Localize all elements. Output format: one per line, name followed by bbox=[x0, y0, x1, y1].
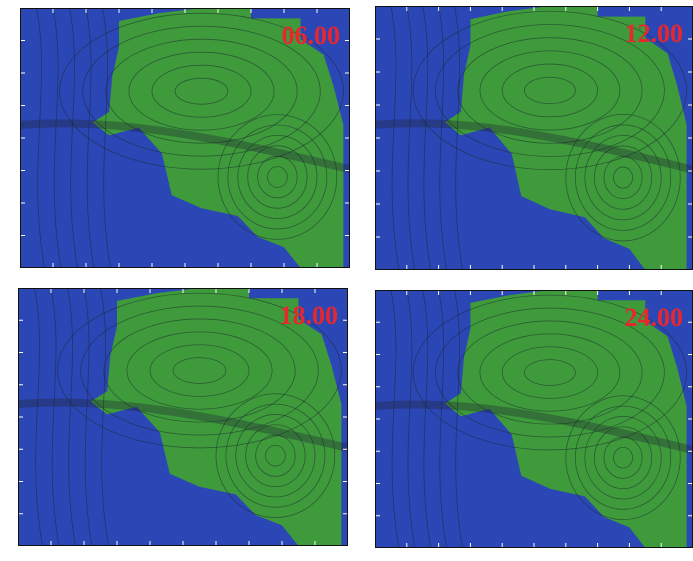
map-panel: 12.00 bbox=[375, 6, 693, 270]
map-panel: 06.00 bbox=[20, 8, 350, 268]
time-label: 06.00 bbox=[282, 21, 341, 50]
map-panel: 18.00 bbox=[18, 288, 348, 546]
map-panel: 24.00 bbox=[375, 290, 693, 548]
time-label: 12.00 bbox=[625, 19, 684, 48]
map-figure: 06.00 12.00 18.00 24.00 bbox=[0, 0, 693, 561]
time-label: 18.00 bbox=[280, 301, 339, 330]
time-label: 24.00 bbox=[625, 303, 684, 332]
